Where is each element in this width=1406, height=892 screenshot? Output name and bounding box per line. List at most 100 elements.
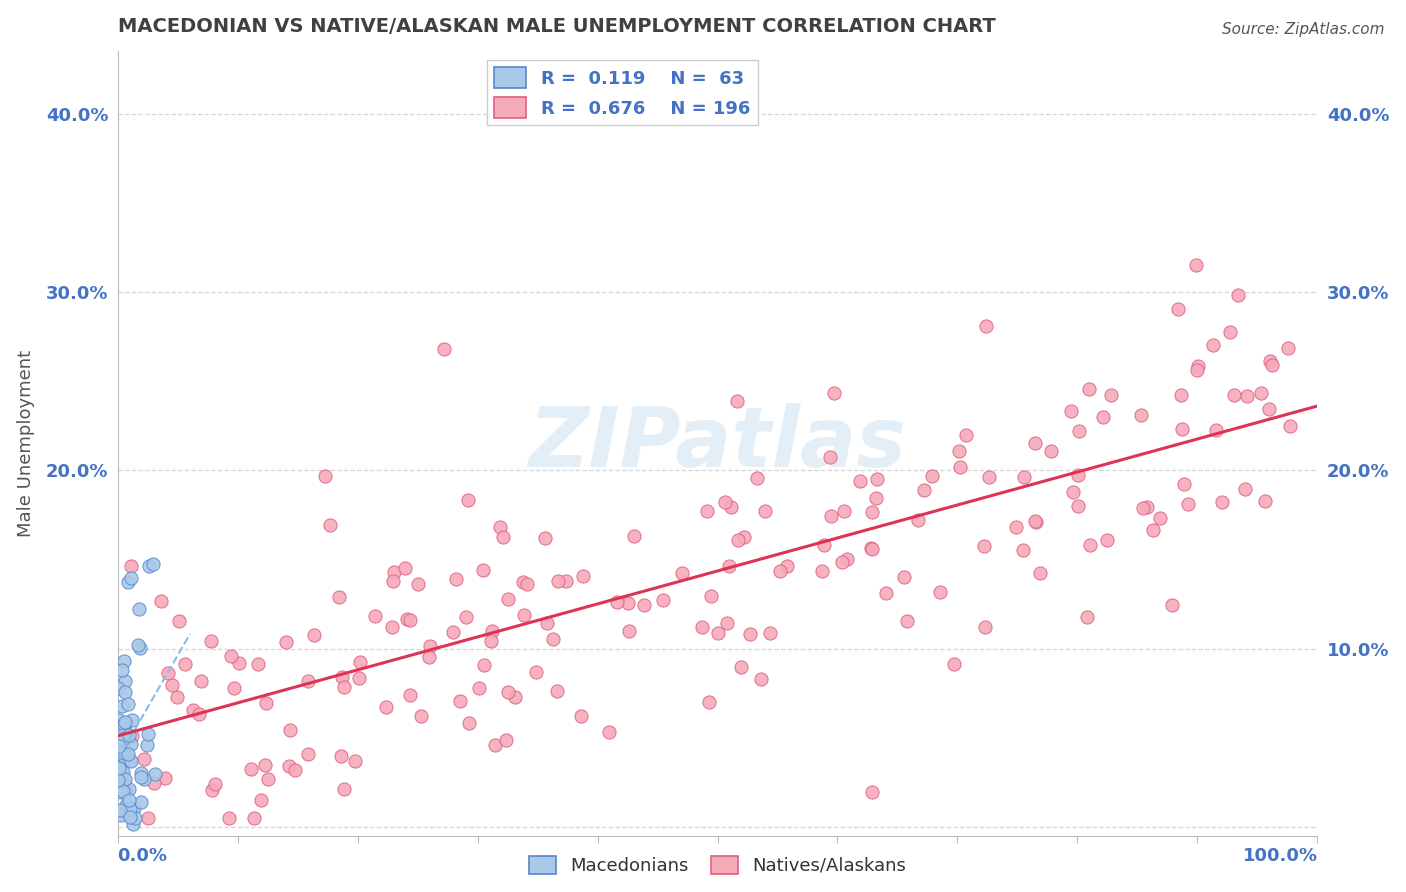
Point: [118, 810, 141, 824]
Point: [167, 614, 190, 628]
Point: [943, 657, 966, 671]
Point: [120, 571, 142, 585]
Point: [1222, 388, 1244, 402]
Point: [143, 766, 166, 780]
Point: [114, 772, 136, 786]
Y-axis label: Male Unemployment: Male Unemployment: [17, 351, 35, 537]
Point: [382, 574, 405, 588]
Point: [1067, 424, 1090, 438]
Point: [907, 513, 929, 527]
Point: [472, 658, 495, 673]
Point: [1202, 338, 1225, 352]
Point: [117, 781, 139, 796]
Point: [488, 519, 510, 533]
Point: [129, 770, 152, 784]
Point: [543, 632, 565, 646]
Point: [633, 599, 655, 613]
Point: [696, 504, 718, 518]
Text: 100.0%: 100.0%: [1243, 847, 1319, 865]
Point: [173, 657, 195, 671]
Point: [111, 664, 134, 678]
Point: [277, 758, 299, 772]
Point: [284, 763, 307, 777]
Point: [190, 674, 212, 689]
Point: [120, 753, 142, 767]
Point: [1185, 362, 1208, 376]
Point: [671, 566, 693, 581]
Point: [749, 673, 772, 687]
Point: [495, 733, 517, 747]
Point: [1024, 435, 1046, 450]
Point: [108, 773, 131, 788]
Point: [730, 660, 752, 674]
Point: [142, 557, 165, 571]
Point: [1171, 422, 1194, 436]
Point: [408, 576, 430, 591]
Point: [127, 638, 149, 652]
Point: [974, 318, 997, 333]
Point: [201, 783, 224, 797]
Point: [1167, 302, 1189, 317]
Point: [112, 654, 135, 668]
Point: [534, 531, 557, 545]
Point: [110, 785, 132, 799]
Point: [1258, 401, 1281, 416]
Point: [411, 708, 433, 723]
Point: [818, 450, 841, 464]
Point: [419, 639, 441, 653]
Point: [132, 772, 155, 786]
Point: [456, 609, 478, 624]
Point: [280, 723, 302, 737]
Point: [228, 656, 250, 670]
Point: [153, 771, 176, 785]
Point: [569, 708, 592, 723]
Point: [1142, 523, 1164, 537]
Point: [1173, 477, 1195, 491]
Point: [120, 801, 142, 815]
Point: [865, 491, 887, 505]
Text: 0.0%: 0.0%: [117, 847, 167, 865]
Point: [118, 806, 141, 821]
Point: [1012, 470, 1035, 484]
Point: [112, 721, 135, 735]
Point: [1078, 538, 1101, 552]
Point: [200, 633, 222, 648]
Point: [717, 559, 740, 574]
Point: [546, 684, 568, 698]
Point: [697, 695, 720, 709]
Point: [949, 460, 972, 475]
Point: [107, 681, 129, 695]
Point: [623, 529, 645, 543]
Point: [1062, 485, 1084, 500]
Point: [1253, 493, 1275, 508]
Point: [617, 624, 640, 638]
Point: [472, 563, 495, 577]
Point: [112, 764, 135, 779]
Point: [108, 803, 131, 817]
Point: [481, 624, 503, 638]
Point: [120, 559, 142, 574]
Point: [112, 729, 135, 743]
Point: [115, 798, 138, 813]
Point: [831, 555, 853, 569]
Point: [1076, 610, 1098, 624]
Point: [1250, 386, 1272, 401]
Point: [457, 492, 479, 507]
Point: [921, 468, 943, 483]
Point: [129, 640, 152, 655]
Point: [458, 715, 481, 730]
Point: [1233, 483, 1256, 497]
Point: [651, 593, 673, 607]
Point: [1185, 258, 1208, 272]
Point: [468, 681, 491, 695]
Point: [143, 776, 166, 790]
Point: [716, 615, 738, 630]
Point: [555, 574, 578, 588]
Text: ZIPatlas: ZIPatlas: [529, 403, 907, 484]
Point: [1028, 566, 1050, 581]
Point: [896, 615, 918, 629]
Point: [776, 559, 799, 574]
Point: [136, 812, 159, 826]
Point: [444, 572, 467, 586]
Point: [1211, 495, 1233, 509]
